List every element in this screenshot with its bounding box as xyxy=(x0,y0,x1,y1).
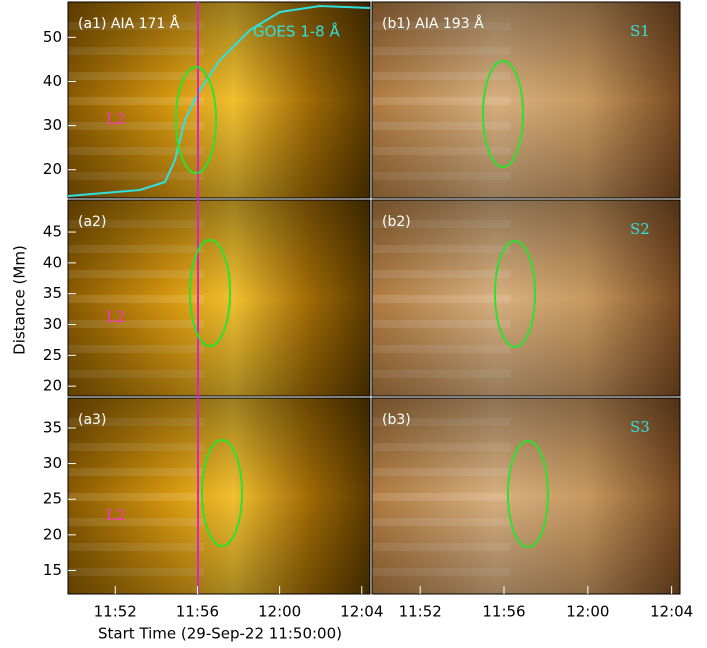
x-axis-title: Start Time (29-Sep-22 11:50:00) xyxy=(98,625,342,643)
panel-label: (b1) AIA 193 Å xyxy=(382,15,484,32)
y-tick-label: 15 xyxy=(43,561,62,579)
y-tick-label: 35 xyxy=(43,284,62,302)
x-tick-label: 12:04 xyxy=(650,603,693,621)
x-tick-label: 12:00 xyxy=(566,603,609,621)
panel-label: (a1) AIA 171 Å xyxy=(78,15,180,32)
y-tick-label: 25 xyxy=(43,490,62,508)
annotation: GOES 1-8 Å xyxy=(253,22,340,41)
shade xyxy=(372,200,680,396)
x-tick-label: 11:56 xyxy=(176,603,219,621)
panel-label: (a2) xyxy=(78,214,106,230)
panel-frame xyxy=(67,199,371,397)
y-tick-label: 25 xyxy=(43,346,62,364)
y-axis-title: Distance (Mm) xyxy=(11,245,29,355)
x-tick-label: 11:52 xyxy=(399,603,442,621)
highlight-ellipse xyxy=(482,60,524,168)
y-tick-label: 20 xyxy=(43,160,62,178)
shade xyxy=(68,398,370,594)
shade xyxy=(68,2,370,198)
y-tick-label: 20 xyxy=(43,525,62,543)
panels xyxy=(67,1,681,595)
highlight-ellipse xyxy=(189,239,231,347)
panel-frame xyxy=(67,397,371,595)
y-tick-label: 45 xyxy=(43,223,62,241)
panel-frame xyxy=(67,1,371,199)
x-tick-label: 11:52 xyxy=(94,603,137,621)
shade xyxy=(372,398,680,594)
y-tick-label: 30 xyxy=(43,315,62,333)
y-tick-label: 40 xyxy=(43,72,62,90)
highlight-ellipse xyxy=(175,66,217,174)
region-label: S2 xyxy=(630,220,650,238)
y-tick-label: 30 xyxy=(43,454,62,472)
panel-frame xyxy=(371,199,681,397)
panel-frame xyxy=(371,397,681,595)
highlight-ellipse xyxy=(494,240,536,348)
y-tick-label: 40 xyxy=(43,253,62,271)
highlight-ellipse xyxy=(201,439,243,547)
x-tick-label: 12:04 xyxy=(340,603,383,621)
panel-label: (b2) xyxy=(382,214,411,230)
shade xyxy=(372,2,680,198)
y-tick-label: 30 xyxy=(43,116,62,134)
y-tick-label: 20 xyxy=(43,377,62,395)
region-label: L2 xyxy=(106,308,126,326)
x-tick-label: 12:00 xyxy=(258,603,301,621)
region-label: S1 xyxy=(630,22,650,40)
panel-label: (a3) xyxy=(78,412,106,428)
shade xyxy=(68,200,370,396)
x-tick-label: 11:56 xyxy=(482,603,525,621)
region-label: S3 xyxy=(630,418,650,436)
goes-curve xyxy=(67,4,371,197)
panel-frame xyxy=(371,1,681,199)
y-tick-label: 50 xyxy=(43,28,62,46)
region-label: L2 xyxy=(106,506,126,524)
region-label: L2 xyxy=(106,110,126,128)
y-tick-label: 35 xyxy=(43,418,62,436)
panel-label: (b3) xyxy=(382,412,411,428)
highlight-ellipse xyxy=(507,440,549,548)
